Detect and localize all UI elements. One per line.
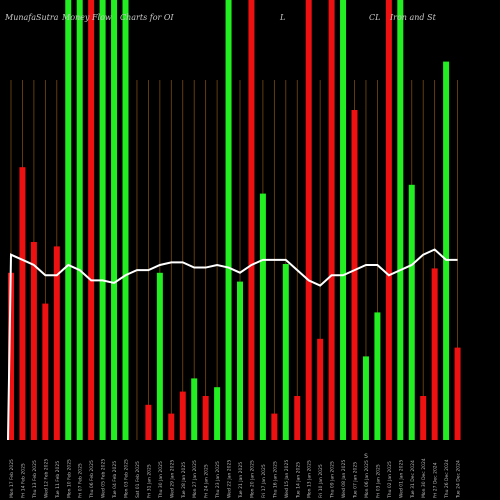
x-tick-label: Thu 13 Feb 2025 [32, 460, 38, 499]
bar-9 [99, 0, 106, 440]
bar-33 [374, 312, 381, 440]
x-tick-label: Tue 04 Feb 2025 [112, 461, 118, 499]
x-tick-label: Fri 03 Jan 2025 [375, 464, 381, 498]
bar-38 [431, 268, 438, 440]
bar-32 [362, 356, 369, 440]
x-tick-label: Sat 01 Feb 2025 [135, 461, 141, 498]
x-tick-label: Fri 31 Jan 2025 [146, 464, 152, 498]
bar-20 [225, 0, 232, 440]
bar-1 [8, 272, 14, 440]
bar-40 [454, 347, 461, 440]
x-tick-label: Wed 05 Feb 2025 [101, 459, 107, 498]
x-tick-label: Mon 30 Dec 2024 [421, 458, 427, 498]
title-part: CL [369, 13, 380, 22]
bar-37 [420, 396, 427, 440]
bar-29 [328, 0, 335, 440]
x-tick-label: Thu 26 Dec 2024 [444, 459, 450, 499]
x-tick-label: Wed 22 Jan 2025 [227, 460, 233, 498]
bar-5 [53, 246, 60, 440]
x-tick-label: Mon 06 Jan 2025 [364, 460, 370, 498]
chart-title: MunafaSutra Money Flow Charts for OI L CL Iro… [4, 13, 437, 22]
title-part: Money Flow [61, 13, 112, 22]
x-tick-label: Fri 27 Dec 2024 [433, 462, 439, 498]
x-tick-label: Tue 07 Jan 2025 [353, 462, 359, 499]
x-tick-label: Wed 29 Jan 2025 [169, 460, 175, 498]
x-tick-label: Fri 24 Jan 2025 [204, 464, 210, 498]
x-tick-label: Fri 10 Jan 2025 [318, 464, 324, 498]
x-tick-label: Wed 01 Jan 2025 [398, 460, 404, 498]
bar-17 [191, 378, 198, 440]
bar-14 [156, 272, 163, 440]
bar-18 [202, 396, 209, 440]
x-tick-label: Thu 02 Jan 2025 [387, 461, 393, 499]
bar-16 [179, 391, 186, 440]
x-tick-label: Fri 17 Jan 2025 [261, 464, 267, 498]
bar-15 [168, 413, 175, 440]
bar-7 [76, 0, 83, 440]
title-part: L [279, 13, 285, 22]
bar-26 [294, 396, 301, 440]
bar-11 [122, 0, 129, 440]
x-tick-label: Thu 23 Jan 2025 [215, 461, 221, 499]
bar-35 [397, 0, 404, 440]
x-tick-label: Thu 30 Jan 2025 [158, 461, 164, 499]
x-tick-label: Mon 13 Jan 2025 [307, 460, 313, 498]
bar-28 [317, 338, 324, 440]
bar-21 [237, 281, 243, 440]
bar-6 [65, 0, 72, 440]
bar-39 [443, 61, 450, 440]
bars [8, 0, 461, 440]
axis-mark: S [364, 453, 368, 460]
bar-2 [19, 167, 26, 440]
bar-27 [305, 0, 312, 440]
x-tick-label: Thu 16 Jan 2025 [272, 461, 278, 499]
x-axis-labels: Mon 17 Feb 2025 Fri 14 Feb 2025 Thu 13 Feb… [9, 458, 462, 499]
x-tick-label: Wed 12 Feb 2025 [43, 459, 49, 498]
x-tick-label: Mon 17 Feb 2025 [9, 459, 15, 498]
bar-31 [351, 110, 358, 440]
x-tick-label: Tue 21 Jan 2025 [238, 462, 244, 499]
price-line [7, 248, 458, 441]
x-tick-label: Tue 11 Feb 2025 [55, 461, 61, 499]
title-part: Iron and St [389, 13, 437, 22]
x-tick-label: Thu 09 Jan 2025 [330, 461, 336, 499]
x-tick-label: Fri 07 Feb 2025 [78, 463, 84, 498]
x-tick-label: Tue 24 Dec 2024 [456, 460, 462, 499]
bar-8 [88, 0, 95, 440]
x-tick-label: Wed 15 Jan 2025 [284, 460, 290, 498]
x-tick-label: Mon 03 Feb 2025 [124, 459, 130, 498]
bar-30 [340, 0, 347, 440]
x-tick-label: Fri 14 Feb 2025 [20, 463, 26, 498]
bar-23 [259, 193, 266, 440]
x-tick-label: Tue 14 Jan 2025 [295, 462, 301, 499]
title-part: MunafaSutra [4, 13, 59, 22]
bar-22 [248, 0, 255, 440]
bar-4 [42, 303, 49, 440]
x-tick-label: Tue 31 Dec 2024 [410, 460, 416, 499]
bar-3 [30, 242, 37, 440]
bar-19 [214, 387, 221, 440]
title-part: Charts for OI [120, 13, 174, 22]
bar-24 [271, 413, 278, 440]
bar-13 [145, 404, 152, 440]
bar-25 [282, 264, 289, 440]
x-tick-label: Wed 08 Jan 2025 [341, 460, 347, 498]
x-tick-label: Tue 28 Jan 2025 [181, 462, 187, 499]
x-tick-label: Mon 10 Feb 2025 [66, 459, 72, 498]
x-tick-label: Thu 06 Feb 2025 [89, 460, 95, 499]
bar-36 [408, 184, 415, 440]
x-tick-label: Mon 27 Jan 2025 [192, 460, 198, 498]
x-tick-label: Mon 20 Jan 2025 [249, 460, 255, 498]
bar-10 [111, 0, 118, 440]
bar-34 [385, 0, 392, 440]
